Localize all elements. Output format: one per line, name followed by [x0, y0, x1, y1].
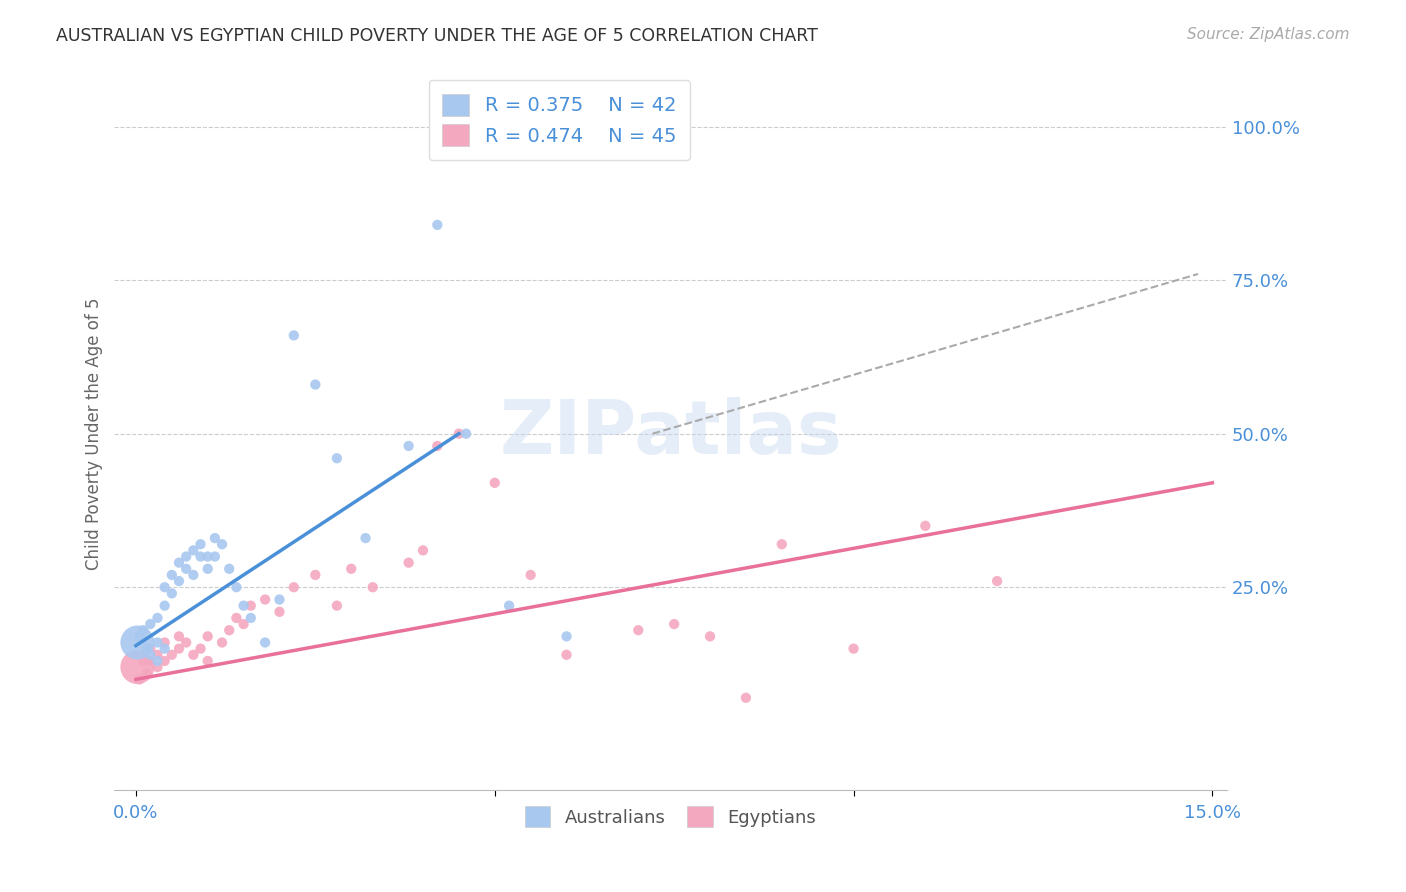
- Point: [269, 605, 291, 619]
- Point: [127, 660, 149, 674]
- Point: [239, 599, 262, 613]
- Point: [135, 641, 157, 656]
- Point: [183, 568, 205, 582]
- Point: [132, 654, 155, 668]
- Point: [160, 648, 183, 662]
- Point: [211, 537, 233, 551]
- Point: [412, 543, 434, 558]
- Point: [498, 599, 520, 613]
- Point: [447, 426, 470, 441]
- Point: [153, 635, 176, 649]
- Point: [326, 599, 349, 613]
- Point: [190, 641, 212, 656]
- Point: [555, 648, 578, 662]
- Point: [204, 531, 226, 545]
- Point: [132, 624, 155, 638]
- Point: [135, 666, 157, 681]
- Point: [519, 568, 541, 582]
- Point: [239, 611, 262, 625]
- Point: [842, 641, 865, 656]
- Point: [197, 562, 219, 576]
- Point: [914, 518, 936, 533]
- Point: [304, 568, 326, 582]
- Point: [735, 690, 758, 705]
- Point: [174, 549, 197, 564]
- Point: [146, 611, 169, 625]
- Point: [160, 586, 183, 600]
- Point: [183, 543, 205, 558]
- Point: [225, 580, 247, 594]
- Point: [197, 654, 219, 668]
- Point: [986, 574, 1008, 588]
- Point: [153, 641, 176, 656]
- Legend: Australians, Egyptians: Australians, Egyptians: [517, 799, 823, 834]
- Point: [167, 574, 190, 588]
- Point: [146, 635, 169, 649]
- Point: [354, 531, 377, 545]
- Point: [153, 580, 176, 594]
- Point: [232, 617, 254, 632]
- Point: [197, 549, 219, 564]
- Point: [146, 648, 169, 662]
- Point: [183, 648, 205, 662]
- Point: [139, 641, 162, 656]
- Point: [254, 592, 277, 607]
- Point: [699, 629, 721, 643]
- Point: [174, 562, 197, 576]
- Point: [225, 611, 247, 625]
- Text: ZIPatlas: ZIPatlas: [499, 397, 842, 470]
- Point: [139, 617, 162, 632]
- Point: [398, 439, 420, 453]
- Point: [484, 475, 506, 490]
- Point: [167, 629, 190, 643]
- Point: [127, 635, 149, 649]
- Point: [627, 624, 650, 638]
- Point: [326, 451, 349, 466]
- Point: [128, 673, 150, 687]
- Point: [426, 218, 449, 232]
- Text: Source: ZipAtlas.com: Source: ZipAtlas.com: [1187, 27, 1350, 42]
- Point: [204, 549, 226, 564]
- Point: [146, 654, 169, 668]
- Point: [283, 328, 305, 343]
- Point: [190, 537, 212, 551]
- Point: [153, 654, 176, 668]
- Point: [167, 641, 190, 656]
- Point: [167, 556, 190, 570]
- Point: [283, 580, 305, 594]
- Point: [174, 635, 197, 649]
- Point: [454, 426, 477, 441]
- Point: [190, 549, 212, 564]
- Point: [340, 562, 363, 576]
- Point: [160, 568, 183, 582]
- Point: [232, 599, 254, 613]
- Point: [269, 592, 291, 607]
- Point: [218, 624, 240, 638]
- Point: [254, 635, 277, 649]
- Point: [426, 439, 449, 453]
- Point: [662, 617, 685, 632]
- Point: [304, 377, 326, 392]
- Point: [398, 556, 420, 570]
- Text: AUSTRALIAN VS EGYPTIAN CHILD POVERTY UNDER THE AGE OF 5 CORRELATION CHART: AUSTRALIAN VS EGYPTIAN CHILD POVERTY UND…: [56, 27, 818, 45]
- Point: [146, 660, 169, 674]
- Point: [555, 629, 578, 643]
- Point: [361, 580, 384, 594]
- Point: [211, 635, 233, 649]
- Point: [139, 654, 162, 668]
- Point: [770, 537, 793, 551]
- Point: [139, 648, 162, 662]
- Point: [128, 629, 150, 643]
- Point: [153, 599, 176, 613]
- Point: [218, 562, 240, 576]
- Point: [197, 629, 219, 643]
- Y-axis label: Child Poverty Under the Age of 5: Child Poverty Under the Age of 5: [86, 297, 103, 570]
